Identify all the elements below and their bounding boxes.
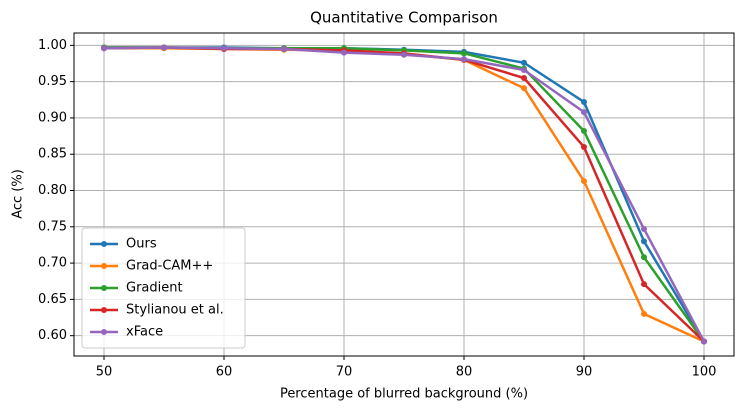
x-tick-label: 60 xyxy=(216,365,233,380)
x-tick-label: 80 xyxy=(456,365,473,380)
point xyxy=(641,281,647,288)
point xyxy=(521,59,527,66)
point xyxy=(401,51,407,58)
y-tick-label: 0.75 xyxy=(38,219,67,234)
point xyxy=(221,45,227,52)
point xyxy=(581,109,587,116)
x-axis-label: Percentage of blurred background (%) xyxy=(280,387,528,402)
y-tick-label: 0.90 xyxy=(38,110,67,125)
point xyxy=(641,225,647,232)
point xyxy=(461,50,467,57)
plot-frame xyxy=(73,32,735,357)
legend-label: Grad-CAM++ xyxy=(126,259,213,274)
point xyxy=(521,75,527,82)
point xyxy=(281,45,287,52)
legend-label: xFace xyxy=(126,325,163,340)
point xyxy=(461,56,467,63)
x-tick-label: 100 xyxy=(692,365,717,380)
legend-marker xyxy=(101,329,107,335)
y-tick-label: 0.80 xyxy=(38,183,67,198)
y-tick-label: 0.95 xyxy=(38,74,67,89)
point xyxy=(701,338,707,345)
legend-label: Gradient xyxy=(126,281,183,296)
point xyxy=(641,310,647,317)
legend-label: Stylianou et al. xyxy=(126,303,224,318)
point xyxy=(581,127,587,134)
y-tick-label: 0.85 xyxy=(38,147,67,162)
point xyxy=(161,44,167,51)
point xyxy=(521,85,527,92)
x-tick-label: 50 xyxy=(96,365,113,380)
point xyxy=(581,98,587,105)
y-axis-label: Acc (%) xyxy=(11,169,26,219)
y-tick-label: 0.60 xyxy=(38,328,67,343)
x-tick-label: 90 xyxy=(576,365,593,380)
point xyxy=(581,178,587,185)
legend-marker xyxy=(101,307,107,313)
legend-marker xyxy=(101,285,107,291)
point xyxy=(581,143,587,150)
legend-label: Ours xyxy=(126,237,157,252)
point xyxy=(641,254,647,261)
point xyxy=(101,45,107,52)
point xyxy=(521,67,527,74)
y-tick-label: 0.70 xyxy=(38,256,67,271)
legend-marker xyxy=(101,241,107,247)
y-tick-label: 1.00 xyxy=(38,38,67,53)
point xyxy=(641,238,647,245)
legend-box xyxy=(81,227,246,349)
point xyxy=(341,49,347,56)
x-tick-label: 70 xyxy=(336,365,353,380)
chart-title: Quantitative Comparison xyxy=(310,9,498,27)
legend: Ours Grad-CAM++ Gradient Stylianou et al. xF… xyxy=(81,227,246,349)
y-tick-label: 0.65 xyxy=(38,292,67,307)
legend-marker xyxy=(101,263,107,269)
